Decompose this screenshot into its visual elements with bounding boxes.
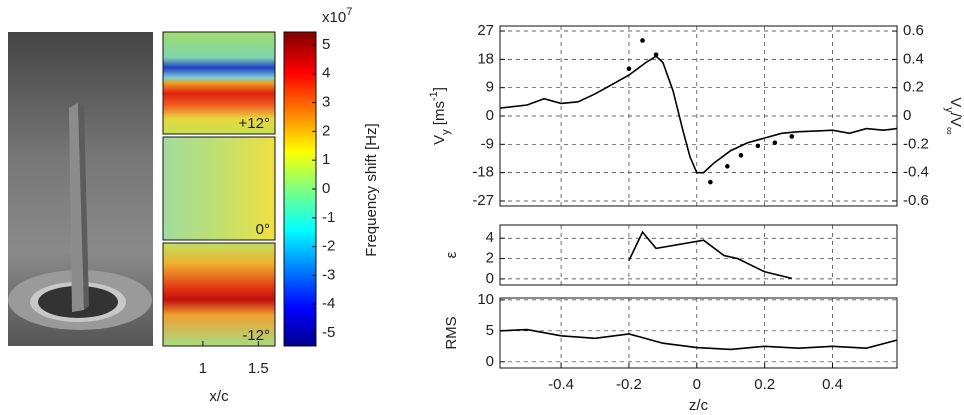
y-tick-label: 0 [486, 270, 494, 287]
y-tick-label: -18 [472, 164, 494, 181]
colorbar-tick-label: 0 [322, 180, 330, 197]
y-tick-label: 10 [477, 291, 494, 308]
y2-tick-label: 0.2 [903, 79, 924, 96]
exponent-base: x10 [322, 9, 346, 26]
data-point [725, 164, 730, 169]
y2-tick-label: -0.4 [903, 164, 929, 181]
colorbar-tick-label: 4 [322, 65, 330, 82]
y2-axis-label-part: /V [947, 113, 964, 127]
data-point [640, 38, 645, 43]
y-axis-label: ε [443, 251, 460, 258]
y-tick-label: 2 [486, 250, 494, 267]
y-tick-label: -27 [472, 192, 494, 209]
y-axis-label-part: y [440, 129, 452, 135]
colorbar-tick-label: -5 [322, 324, 335, 341]
x-tick-label: 0.4 [822, 376, 843, 393]
y2-tick-label: 0 [903, 107, 911, 124]
colorbar-exponent: x107 [322, 6, 352, 26]
x-tick-label: 0.2 [754, 376, 775, 393]
data-point [738, 153, 744, 158]
x-tick-label: -0.2 [616, 376, 642, 393]
plot-frame [499, 224, 898, 286]
colorbar-tick-label: -1 [322, 209, 335, 226]
colorbar-tick-label: 5 [322, 36, 330, 53]
y2-axis-label: Vy/V∞ [943, 97, 964, 135]
colorbar [283, 31, 317, 347]
panel-label: +12° [239, 115, 270, 132]
y-tick-label: 27 [477, 22, 494, 39]
x-tick-label: 1 [199, 360, 207, 377]
y2-axis-label-part: y [943, 107, 955, 113]
y-axis-label-part: ε [443, 251, 460, 258]
x-axis-label: x/c [209, 388, 229, 405]
data-point [626, 66, 632, 72]
colorbar-tick-label: -2 [322, 238, 335, 255]
heatmaps [162, 31, 317, 347]
colorbar-tick-label: 2 [322, 122, 330, 139]
y-tick-label: 0 [486, 107, 494, 124]
colorbar-tick-label: 3 [322, 94, 330, 111]
exponent-power: 7 [346, 6, 352, 18]
data-point [772, 140, 778, 146]
colorbar-tick-label: -3 [322, 266, 335, 283]
y-axis-label-part: [ms [431, 101, 448, 129]
y-axis-label-part: ] [431, 87, 448, 91]
x-tick-label: 0 [693, 376, 701, 393]
y2-axis-label-part: ∞ [943, 127, 955, 135]
y2-tick-label: 0.6 [903, 22, 924, 39]
data-line [628, 230, 793, 280]
x-tick-label: 1.5 [248, 360, 269, 377]
x-tick-label: -0.4 [548, 376, 574, 393]
y-tick-label: 9 [486, 79, 494, 96]
data-line [499, 328, 898, 351]
y2-tick-label: -0.2 [903, 135, 929, 152]
plot-frame [499, 25, 898, 207]
y-axis-label-part: -1 [428, 91, 440, 101]
panel-label: 0° [256, 221, 270, 238]
data-point [708, 179, 713, 185]
y-tick-label: 5 [486, 322, 494, 339]
colorbar-tick-label: -4 [322, 295, 335, 312]
data-line [499, 55, 898, 174]
y-tick-label: 4 [486, 229, 494, 246]
y-tick-label: -9 [481, 135, 494, 152]
data-point [789, 134, 795, 139]
plot-frame [499, 297, 898, 369]
y2-tick-label: 0.4 [903, 50, 924, 67]
y-axis-label-part: V [431, 135, 448, 145]
y-tick-label: 18 [477, 50, 494, 67]
y-axis-label: Vy [ms-1] [428, 87, 452, 145]
y2-axis-label-part: V [947, 97, 964, 107]
colorbar-label: Frequency shift [Hz] [363, 123, 380, 256]
data-point [755, 143, 761, 149]
data-point [653, 52, 659, 57]
y-tick-label: 0 [486, 353, 494, 370]
y-axis-label-part: RMS [443, 316, 460, 349]
x-axis-label: z/c [689, 397, 709, 414]
photo [8, 32, 153, 346]
y-axis-label: RMS [443, 316, 460, 349]
y2-tick-label: -0.6 [903, 192, 929, 209]
colorbar-tick-label: 1 [322, 151, 330, 168]
panel-label: -12° [242, 327, 270, 344]
